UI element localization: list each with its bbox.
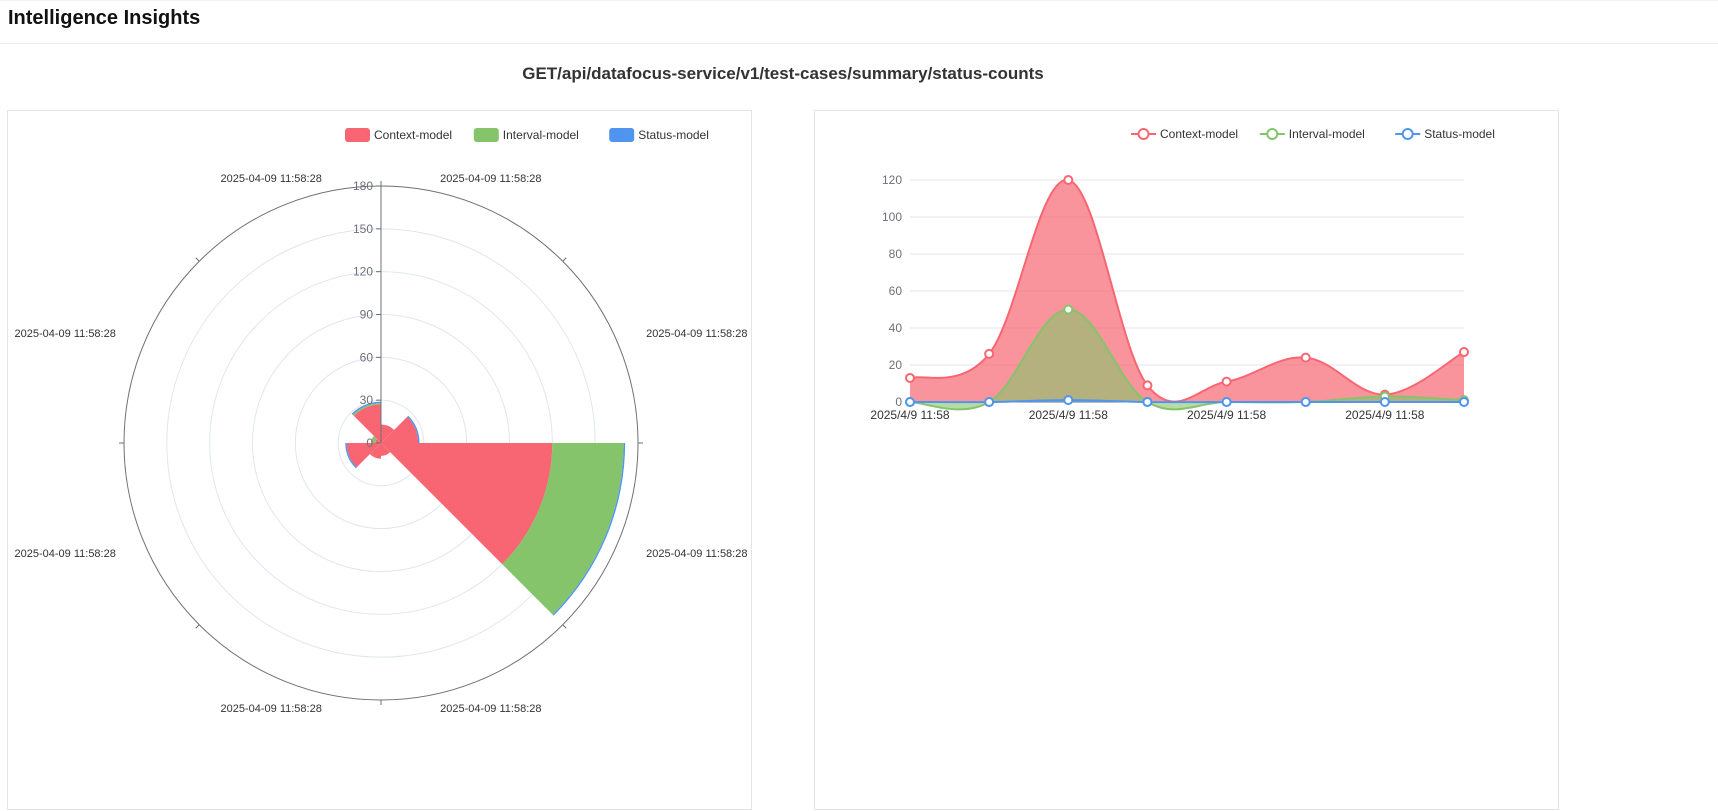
area-chart-panel: Context-model Interval-model Status-model 0… — [814, 110, 1559, 810]
y-tick-label: 20 — [889, 358, 903, 372]
legend-marker-icon — [1266, 128, 1279, 140]
angle-tick — [195, 257, 200, 262]
data-point — [1063, 304, 1074, 315]
area-line-chart: Context-model Interval-model Status-model 0… — [870, 127, 1495, 422]
polar-chart-panel: Context-model Interval-model Status-model 2… — [7, 110, 752, 810]
data-point — [984, 397, 995, 407]
y-tick-label: 60 — [889, 284, 903, 298]
data-point — [1300, 397, 1311, 407]
data-point — [1142, 380, 1153, 391]
angle-label: 2025-04-09 11:58:28 — [440, 703, 541, 715]
data-point — [1221, 376, 1232, 387]
polar-bar-context-model — [346, 443, 381, 468]
angle-label: 2025-04-09 11:58:28 — [440, 173, 541, 185]
y-tick-label: 0 — [895, 395, 902, 409]
polar-bar-context-model — [369, 443, 381, 459]
angle-tick — [562, 624, 567, 629]
data-point — [1063, 175, 1074, 185]
y-tick-label: 100 — [882, 210, 902, 224]
app-title: Intelligence Insights — [8, 7, 201, 29]
radius-tick-label: 60 — [360, 350, 374, 364]
data-point — [1379, 397, 1390, 407]
top-bar: Intelligence Insights — [0, 0, 1718, 44]
data-point — [1063, 395, 1074, 406]
x-tick-label: 2025/4/9 11:58 — [1029, 408, 1109, 422]
radius-tick-label: 180 — [353, 179, 373, 193]
y-tick-label: 120 — [882, 173, 902, 187]
page-title: GET/api/datafocus-service/v1/test-cases/… — [522, 64, 1044, 83]
polar-bar-context-model — [381, 443, 391, 456]
area-fill-interval-model — [910, 309, 1464, 410]
polar-bar-context-model — [375, 438, 381, 443]
polar-bar-context-model — [381, 416, 419, 443]
angle-label: 2025-04-09 11:58:28 — [221, 703, 322, 715]
legend-label: Context-model — [374, 128, 452, 142]
y-tick-label: 80 — [889, 247, 903, 261]
polar-bar-status-model — [407, 415, 420, 443]
radius-tick-label: 90 — [360, 308, 374, 322]
polar-bar-context-model — [381, 424, 395, 443]
legend-swatch-icon — [609, 128, 635, 142]
data-point — [1459, 347, 1469, 358]
polar-bar-interval-model — [352, 403, 381, 416]
data-point — [1142, 397, 1153, 407]
angle-label: 2025-04-09 11:58:28 — [646, 328, 747, 340]
data-point — [905, 372, 915, 383]
angle-label: 2025-04-09 11:58:28 — [221, 173, 322, 185]
data-point — [984, 348, 995, 359]
angle-tick — [562, 257, 567, 262]
y-tick-label: 40 — [889, 321, 903, 335]
legend-label: Status-model — [638, 128, 709, 142]
legend-label: Status-model — [1424, 127, 1495, 141]
angle-label: 2025-04-09 11:58:28 — [15, 548, 116, 560]
data-point — [905, 397, 915, 407]
radius-tick-label: 150 — [353, 222, 373, 236]
data-point — [1459, 397, 1469, 407]
polar-bar-interval-model — [371, 435, 377, 443]
series-line-status-model — [909, 399, 1464, 404]
data-point — [1300, 352, 1311, 363]
polar-bar-status-model — [351, 401, 381, 415]
radius-tick-label: 120 — [353, 265, 373, 279]
polar-bar-context-model — [353, 404, 381, 443]
x-tick-label: 2025/4/9 11:58 — [1345, 408, 1425, 422]
angle-label: 2025-04-09 11:58:28 — [15, 328, 116, 340]
angle-tick — [195, 624, 200, 629]
polar-bar-interval-model — [502, 443, 624, 615]
legend-marker-icon — [1137, 128, 1150, 140]
series-line-interval-model — [909, 308, 1465, 411]
legend-marker-icon — [1401, 128, 1414, 140]
legend-swatch-icon — [345, 128, 370, 142]
legend-label: Interval-model — [1289, 127, 1365, 141]
polar-bar-chart: Context-model Interval-model Status-model 2… — [15, 128, 747, 715]
data-point — [1221, 397, 1232, 407]
x-tick-label: 2025/4/9 11:58 — [870, 408, 950, 422]
angle-label: 2025-04-09 11:58:28 — [646, 548, 747, 560]
legend-swatch-icon — [473, 128, 499, 142]
radius-tick-label: 30 — [360, 393, 374, 407]
legend-label: Context-model — [1160, 127, 1238, 141]
radius-tick-label: 0 — [366, 436, 373, 450]
legend-label: Interval-model — [503, 128, 579, 142]
polar-bar-context-model — [381, 443, 553, 565]
x-tick-label: 2025/4/9 11:58 — [1187, 408, 1267, 422]
polar-bar-status-model — [345, 443, 357, 469]
